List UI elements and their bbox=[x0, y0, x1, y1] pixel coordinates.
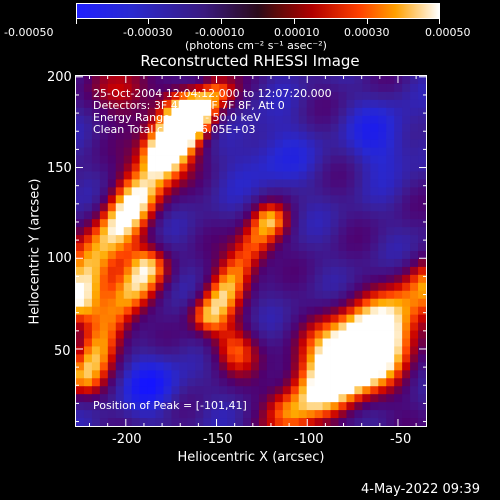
colorbar bbox=[76, 3, 440, 19]
y-tick-label: 200 bbox=[47, 70, 72, 85]
plot-area bbox=[75, 75, 427, 427]
x-tick-label: -150 bbox=[203, 432, 233, 447]
y-tick-label: 100 bbox=[47, 251, 72, 266]
x-axis-label: Heliocentric X (arcsec) bbox=[0, 451, 500, 464]
x-axis-label-text: Heliocentric X (arcsec) bbox=[177, 450, 325, 465]
colorbar-tick-label: -0.00010 bbox=[195, 26, 245, 39]
footer-timestamp: 4-May-2022 09:39 bbox=[361, 482, 480, 497]
annotation-time-range: 25-Oct-2004 12:04:12.000 to 12:07:20.000 bbox=[93, 87, 332, 100]
x-tick-label: -50 bbox=[390, 432, 412, 447]
annotation-counts: Clean Total counts: 6.05E+03 bbox=[93, 123, 256, 136]
annotation-peak: Position of Peak = [-101,41] bbox=[93, 399, 247, 412]
chart-title: Reconstructed RHESSI Image bbox=[140, 52, 360, 70]
colorbar-tick-label: -0.00050 bbox=[4, 26, 54, 39]
colorbar-ticks bbox=[76, 19, 440, 25]
y-axis-label: Heliocentric Y (arcsec) bbox=[27, 178, 43, 325]
x-tick-label: -100 bbox=[294, 432, 324, 447]
y-tick-label: 50 bbox=[54, 344, 71, 359]
colorbar-tick-label: 0.00030 bbox=[344, 26, 390, 39]
annotation-energy: Energy Range: 25.0 - 50.0 keV bbox=[93, 111, 261, 124]
colorbar-units: (photons cm⁻² s⁻¹ asec⁻²) bbox=[185, 39, 327, 52]
colorbar-tick-label: 0.00050 bbox=[425, 26, 471, 39]
heatmap-image bbox=[76, 76, 426, 426]
annotation-detectors: Detectors: 3F 4F 5F 6F 7F 8F, Att 0 bbox=[93, 99, 285, 112]
y-tick-label: 150 bbox=[47, 161, 72, 176]
colorbar-tick-label: 0.00010 bbox=[274, 26, 320, 39]
x-tick-label: -200 bbox=[112, 432, 142, 447]
colorbar-tick-label: -0.00030 bbox=[123, 26, 173, 39]
